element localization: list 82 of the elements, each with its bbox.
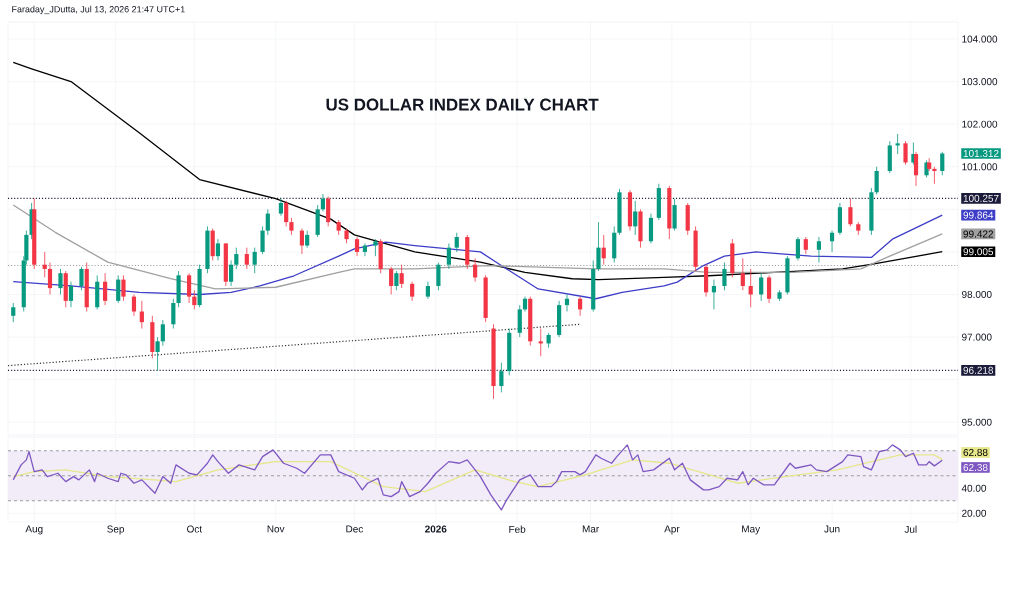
candlestick: [186, 272, 192, 304]
annotation: 101.312: [963, 149, 999, 157]
x-tick-label: Apr: [664, 525, 680, 535]
line-series: [12, 61, 943, 281]
candlestick: [766, 274, 772, 304]
candlestick: [68, 281, 74, 308]
candlestick: [284, 200, 289, 227]
candlestick: [816, 236, 822, 263]
candlestick: [633, 200, 638, 236]
x-tick-label: Dec: [346, 525, 364, 533]
candlestick: [436, 262, 441, 291]
x-tick-label: Mar: [582, 525, 600, 533]
candlestick: [47, 262, 53, 295]
text: US DOLLAR INDEX DAILY CHART: [326, 98, 599, 111]
annotation: 99.864: [963, 211, 994, 219]
candlestick: [672, 198, 677, 232]
candlestick: [252, 247, 257, 274]
x-tick-label: 2026: [425, 525, 447, 533]
x-tick-label: Jul: [904, 525, 917, 533]
candlestick: [394, 270, 399, 291]
candlestick: [244, 247, 249, 270]
candlestick: [596, 221, 601, 272]
candlestick: [940, 151, 945, 176]
x-tick-label: Nov: [267, 525, 285, 533]
candlestick: [58, 268, 63, 295]
candlestick: [410, 281, 415, 302]
candlestick: [446, 243, 451, 270]
line-series: [12, 454, 943, 493]
candlestick: [740, 257, 745, 291]
candlestick: [354, 236, 360, 257]
candlestick: [228, 260, 234, 287]
y-tick-label: 104.000: [962, 35, 998, 43]
candlestick: [848, 198, 853, 227]
candlestick: [903, 140, 908, 166]
candlestick: [171, 298, 176, 329]
candlestick: [722, 262, 727, 291]
annotation: 62.88: [963, 448, 988, 456]
ref-line-label: 96.218: [963, 366, 994, 374]
ref-line-label: 100.257: [963, 194, 999, 202]
candlestick: [79, 266, 84, 291]
candlestick: [795, 236, 801, 261]
candlestick: [648, 213, 654, 244]
candlestick: [517, 304, 522, 338]
candlestick: [260, 225, 265, 255]
x-tick-label: Feb: [509, 525, 526, 533]
line-series: [12, 214, 943, 300]
x-tick-label: Jun: [824, 525, 840, 533]
candlestick: [399, 264, 404, 289]
line-series: [12, 444, 943, 511]
text: Faraday_JDutta, Jul 13, 2026 21:47 UTC+1: [12, 5, 185, 15]
candlestick: [116, 274, 121, 304]
candlestick: [874, 166, 879, 195]
candlestick: [160, 319, 165, 346]
annotation: 99.422: [963, 230, 993, 238]
candlestick: [265, 208, 270, 236]
candlestick: [499, 362, 504, 393]
candlestick: [454, 232, 459, 253]
x-tick-label: Sep: [107, 525, 125, 535]
annotation: 62.38: [963, 463, 988, 471]
candlestick: [121, 274, 126, 302]
y-tick-label: 95.000: [962, 418, 992, 426]
candlestick: [215, 238, 221, 261]
y-tick-label: 40.00: [961, 484, 987, 492]
candlestick: [11, 302, 16, 323]
y-tick-label: 102.000: [962, 120, 998, 128]
candlestick: [103, 272, 108, 306]
x-tick-label: May: [742, 525, 761, 535]
candlestick: [131, 294, 137, 317]
candlestick: [299, 228, 305, 255]
x-tick-label: Aug: [25, 525, 43, 535]
candlestick: [326, 196, 331, 227]
annotation: 99.005: [963, 248, 994, 256]
x-tick-label: Oct: [187, 525, 203, 533]
y-tick-label: 98.000: [962, 290, 992, 299]
y-tick-label: 103.000: [962, 78, 998, 86]
candlestick: [234, 247, 239, 270]
candlestick: [759, 272, 764, 302]
y-tick-label: 20.00: [962, 509, 987, 517]
y-tick-label: 97.000: [962, 333, 992, 341]
y-tick-label: 101.000: [962, 163, 998, 171]
candlestick: [155, 336, 160, 371]
candlestick: [389, 266, 394, 295]
